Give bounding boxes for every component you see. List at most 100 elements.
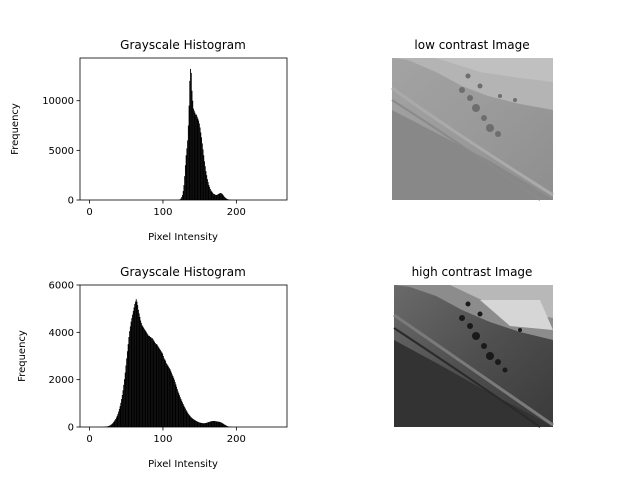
histogram-bar (155, 344, 157, 427)
histogram-bar (211, 191, 213, 200)
histogram-bar (168, 366, 169, 427)
low-contrast-image (391, 58, 554, 201)
histogram-bar (184, 165, 186, 200)
histogram-bar (115, 418, 117, 427)
histogram-bar (162, 353, 164, 427)
histogram-bar (108, 425, 110, 427)
histogram-bar (169, 369, 171, 427)
histogram-bar (190, 417, 192, 427)
histogram-bar (152, 339, 154, 427)
histogram-bar (218, 421, 219, 427)
histogram-bar (225, 198, 227, 200)
histogram-bar (222, 423, 224, 427)
histogram-bar (223, 196, 225, 200)
x-tick-label: 200 (227, 207, 246, 218)
histogram-bar (138, 313, 140, 427)
high-contrast-panel: high contrast Image (393, 265, 554, 428)
histogram-bar (132, 314, 133, 427)
histogram-bar (165, 363, 167, 427)
histogram-bar (226, 199, 228, 200)
histogram-bar (195, 114, 197, 200)
histogram-bar (143, 328, 145, 427)
y-tick-label: 10000 (42, 96, 74, 107)
histogram-2: Grayscale Histogram 0 100 200 0 2000 4000 600… (17, 265, 288, 470)
histogram-bar (192, 100, 194, 200)
histogram-bar (212, 192, 214, 200)
y-tick-label: 0 (68, 423, 74, 434)
histogram-bar (209, 421, 211, 427)
histogram-bar (220, 422, 222, 427)
histogram-bar (151, 338, 153, 427)
histogram-bar (198, 422, 200, 427)
histogram-bar (186, 148, 188, 200)
histogram-bar (172, 376, 174, 427)
histogram-bar (179, 397, 181, 427)
histogram-bar (144, 329, 146, 427)
histogram-bar (218, 421, 220, 427)
histogram-1-title: Grayscale Histogram (120, 38, 246, 52)
histogram-bar (223, 195, 225, 200)
histogram-bar (209, 187, 211, 200)
y-tick-label: 0 (68, 196, 74, 207)
histogram-bar (135, 299, 137, 427)
histogram-bar (218, 194, 219, 200)
histogram-bar (197, 118, 199, 200)
histogram-2-xlabel: Pixel Intensity (148, 459, 218, 470)
histogram-bar (117, 413, 119, 427)
histogram-bar (158, 347, 160, 427)
histogram-bar (183, 405, 185, 427)
histogram-bar (199, 127, 201, 200)
histogram-bar (109, 425, 111, 427)
histogram-bar (187, 412, 189, 427)
histogram-bar (115, 417, 117, 427)
histogram-bar (211, 421, 213, 427)
histogram-bar (186, 411, 188, 427)
histogram-bar (219, 193, 221, 200)
histogram-bar (193, 110, 195, 200)
histogram-bar (190, 68, 191, 200)
histogram-bar (126, 351, 128, 427)
histogram-bar (167, 365, 169, 427)
histogram-bar (154, 341, 156, 427)
histogram-bar (215, 421, 216, 427)
histogram-bar (140, 320, 142, 427)
histogram-bar (131, 318, 133, 427)
histogram-bar (157, 346, 159, 427)
histogram-bar (171, 374, 173, 427)
histogram-2-x-ticks: 0 100 200 (86, 427, 246, 445)
histogram-bar (118, 409, 120, 427)
histogram-bar (202, 149, 204, 200)
histogram-1: Grayscale Histogram 0 100 200 0 5000 10000 P… (10, 38, 288, 243)
histogram-bar (219, 422, 221, 427)
histogram-1-frame (79, 57, 288, 201)
histogram-bar (157, 345, 158, 427)
y-tick-label: 2000 (49, 375, 74, 386)
histogram-bar (220, 193, 222, 200)
histogram-bar (189, 80, 191, 200)
histogram-bar (133, 307, 135, 427)
histogram-bar (204, 423, 206, 427)
histogram-bar (121, 399, 122, 427)
histogram-bar (176, 389, 178, 427)
histogram-bar (123, 384, 125, 427)
histogram-1-ylabel: Frequency (10, 103, 21, 155)
histogram-bar (201, 143, 203, 200)
histogram-bar (204, 166, 206, 200)
histogram-bar (126, 358, 128, 427)
histogram-bar (171, 372, 172, 427)
histogram-bar (206, 422, 208, 427)
histogram-bar (207, 182, 209, 200)
histogram-bar (128, 337, 130, 427)
histogram-bar (224, 197, 226, 200)
histogram-1-bars (179, 68, 231, 200)
histogram-bar (180, 399, 182, 427)
histogram-bar (209, 189, 211, 200)
histogram-bar (130, 321, 132, 427)
histogram-bar (184, 176, 186, 200)
histogram-bar (122, 390, 124, 427)
histogram-bar (193, 108, 194, 200)
histogram-bar (182, 404, 184, 427)
x-tick-label: 0 (86, 434, 92, 445)
histogram-bar (178, 393, 180, 427)
